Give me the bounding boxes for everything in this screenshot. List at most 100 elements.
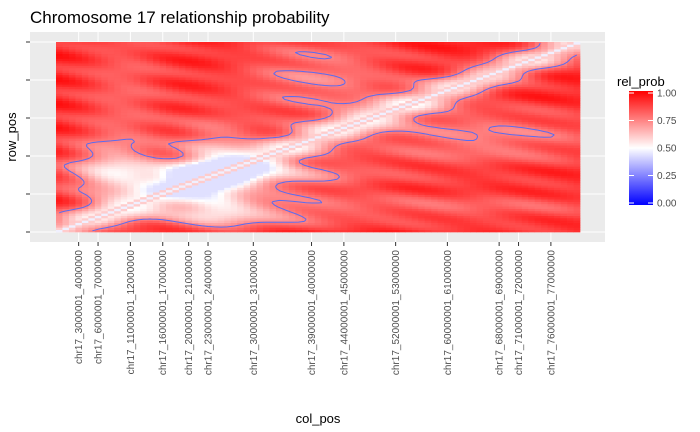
heatmap-cell <box>133 95 141 99</box>
heatmap-cell <box>62 189 70 193</box>
heatmap-cell <box>521 121 529 125</box>
heatmap-cell <box>431 131 439 134</box>
heatmap-cell <box>372 149 380 153</box>
heatmap-cell <box>379 135 387 139</box>
heatmap-cell <box>301 147 309 151</box>
heatmap-cell <box>288 154 296 158</box>
heatmap-cell <box>178 112 186 116</box>
heatmap-cell <box>495 149 503 153</box>
heatmap-cell <box>431 168 439 172</box>
heatmap-cell <box>56 128 63 132</box>
heatmap-cell <box>159 215 167 219</box>
heatmap-cell <box>165 119 173 123</box>
heatmap-cell <box>366 189 374 193</box>
heatmap-cell <box>515 95 523 99</box>
heatmap-cell <box>321 178 329 181</box>
heatmap-cell <box>263 105 270 109</box>
heatmap-cell <box>321 110 329 113</box>
heatmap-cell <box>127 215 134 219</box>
heatmap-cell <box>502 222 510 226</box>
heatmap-cell <box>224 138 232 141</box>
heatmap-cell <box>62 192 70 195</box>
heatmap-cell <box>127 166 134 170</box>
heatmap-cell <box>567 178 574 181</box>
heatmap-cell <box>495 128 503 132</box>
heatmap-cell <box>385 220 393 223</box>
heatmap-cell <box>224 91 232 94</box>
heatmap-cell <box>366 213 374 216</box>
heatmap-cell <box>81 189 89 193</box>
heatmap-cell <box>560 142 568 146</box>
heatmap-cell <box>224 171 232 174</box>
heatmap-cell <box>476 217 484 221</box>
heatmap-cell <box>508 126 516 130</box>
heatmap-cell <box>62 173 70 177</box>
heatmap-cell <box>133 114 141 118</box>
heatmap-cell <box>198 220 206 223</box>
heatmap-cell <box>114 192 122 195</box>
heatmap-cell <box>379 185 387 188</box>
heatmap-cell <box>140 166 147 170</box>
heatmap-cell <box>534 208 542 212</box>
heatmap-cell <box>282 105 290 109</box>
heatmap-cell <box>172 222 180 226</box>
heatmap-cell <box>172 124 180 127</box>
heatmap-cell <box>347 166 354 170</box>
heatmap-cell <box>353 138 361 141</box>
heatmap-cell <box>62 161 70 165</box>
heatmap-cell <box>140 187 147 191</box>
heatmap-cell <box>405 126 413 130</box>
heatmap-cell <box>340 156 348 160</box>
heatmap-cell <box>360 114 367 118</box>
heatmap-cell <box>172 142 180 146</box>
heatmap-cell <box>347 210 354 214</box>
heatmap-cell <box>114 131 122 134</box>
heatmap-cell <box>508 105 516 109</box>
heatmap-cell <box>211 110 219 113</box>
heatmap-cell <box>541 227 549 231</box>
heatmap-cell <box>444 182 451 186</box>
heatmap-cell <box>521 168 529 172</box>
heatmap-cell <box>217 201 225 205</box>
heatmap-cell <box>269 203 277 207</box>
heatmap-cell <box>463 168 471 172</box>
heatmap-cell <box>321 124 329 127</box>
heatmap-cell <box>489 100 497 104</box>
heatmap-cell <box>560 121 568 125</box>
heatmap-cell <box>366 222 374 226</box>
heatmap-cell <box>153 182 160 186</box>
heatmap-cell <box>560 229 568 233</box>
heatmap-cell <box>392 201 400 205</box>
heatmap-cell <box>379 178 387 181</box>
heatmap-cell <box>411 201 419 205</box>
heatmap-cell <box>288 166 296 170</box>
heatmap-cell <box>68 206 76 209</box>
heatmap-cell <box>372 210 380 214</box>
heatmap-cell <box>444 192 451 195</box>
heatmap-cell <box>191 88 199 92</box>
heatmap-cell <box>327 100 335 104</box>
heatmap-cell <box>366 126 374 130</box>
heatmap-cell <box>250 217 257 221</box>
heatmap-cell <box>62 182 70 186</box>
heatmap-cell <box>444 98 451 101</box>
heatmap-cell <box>327 93 335 97</box>
heatmap-cell <box>282 140 290 144</box>
heatmap-cell <box>314 105 322 109</box>
heatmap-cell <box>515 159 523 162</box>
heatmap-cell <box>521 159 529 162</box>
heatmap-cell <box>230 140 238 144</box>
heatmap-cell <box>172 131 180 134</box>
heatmap-cell <box>547 222 555 226</box>
heatmap-cell <box>489 220 497 223</box>
heatmap-cell <box>334 98 341 101</box>
heatmap-cell <box>211 95 219 99</box>
heatmap-cell <box>372 175 380 179</box>
heatmap-cell <box>101 210 109 214</box>
heatmap-cell <box>146 149 154 153</box>
heatmap-cell <box>405 149 413 153</box>
heatmap-cell <box>567 182 574 186</box>
heatmap-cell <box>224 140 232 144</box>
heatmap-cell <box>321 138 329 141</box>
heatmap-cell <box>172 208 180 212</box>
